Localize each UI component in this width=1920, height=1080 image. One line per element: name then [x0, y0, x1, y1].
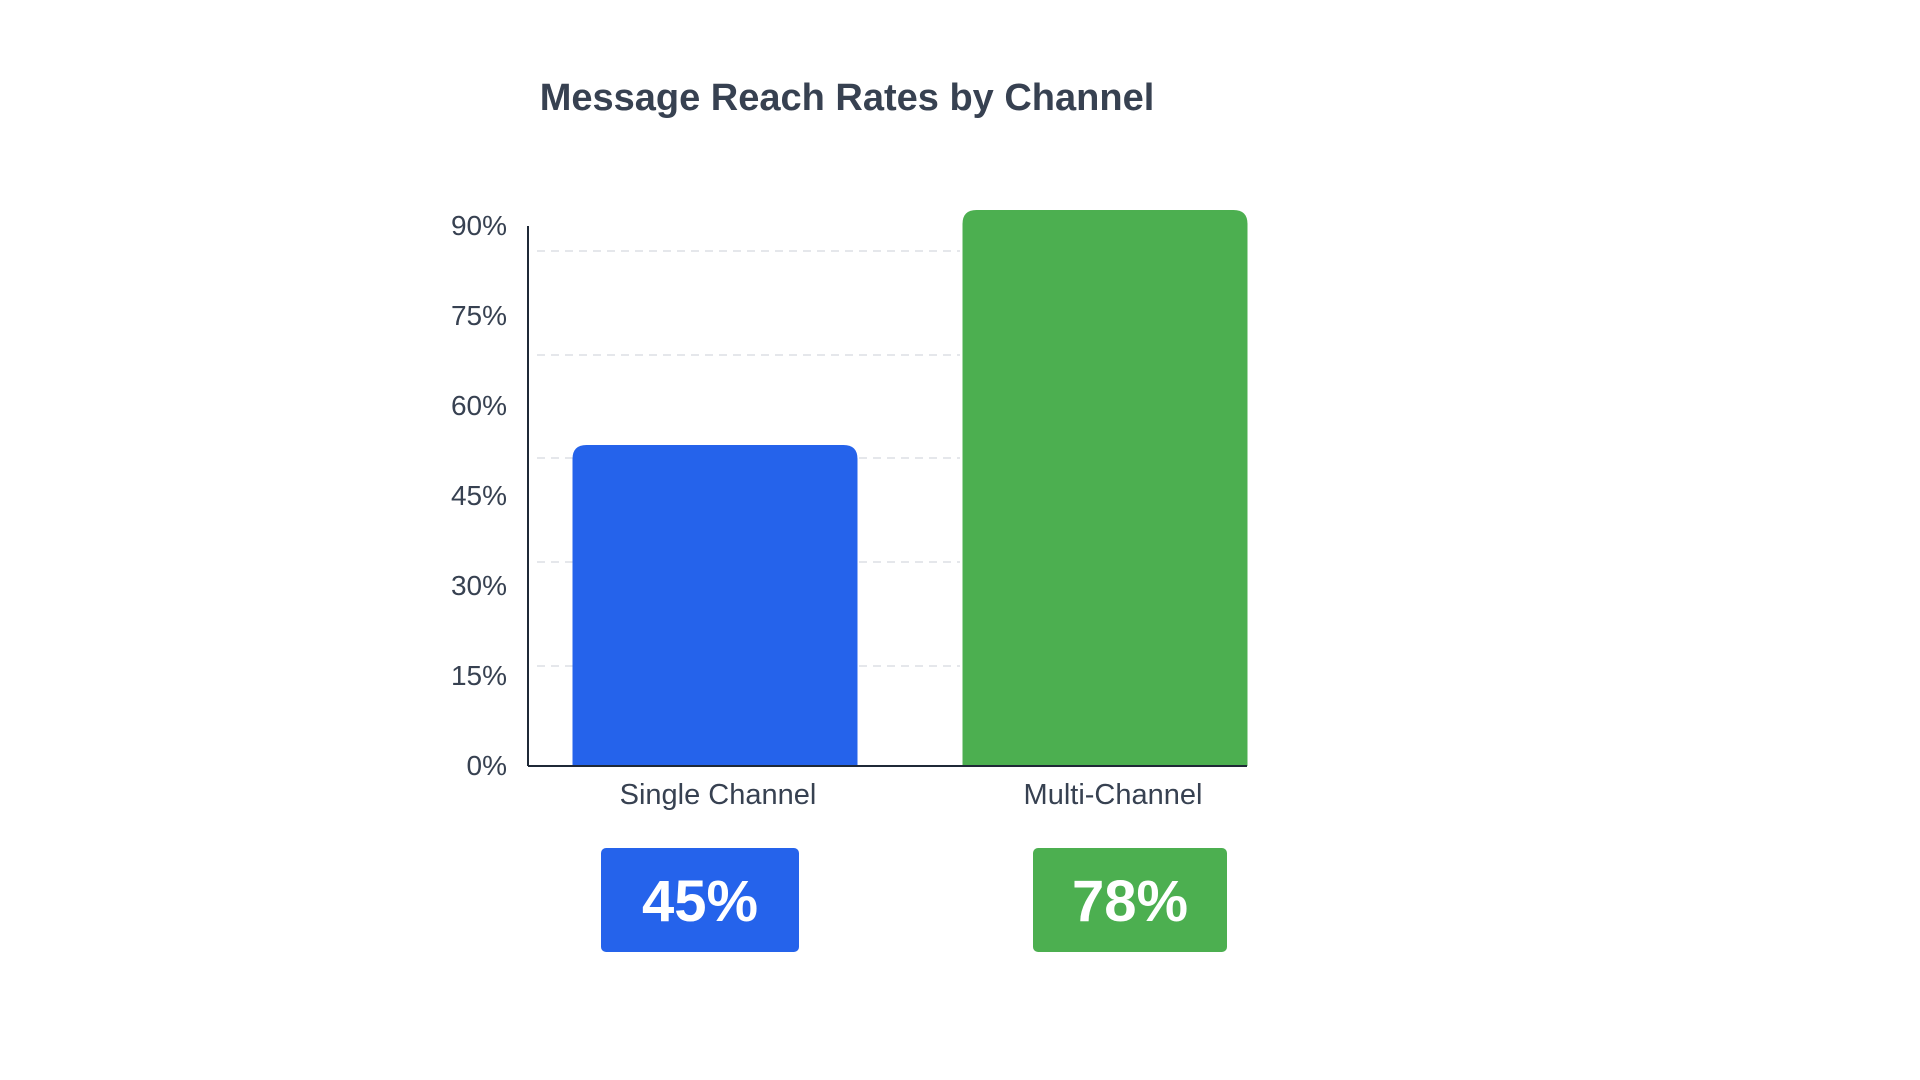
x-axis-labels: Single Channel Multi-Channel — [620, 779, 1203, 811]
y-tick-label: 75% — [451, 300, 507, 331]
bar-multi-channel — [962, 210, 1248, 766]
axes — [527, 226, 1247, 767]
badge-value-label: 45% — [642, 869, 758, 934]
y-tick-label: 45% — [451, 480, 507, 511]
y-tick-label: 30% — [451, 570, 507, 601]
y-tick-label: 0% — [467, 750, 507, 781]
y-tick-label: 60% — [451, 390, 507, 421]
y-tick-label: 90% — [451, 210, 507, 241]
bar-single-channel — [572, 445, 858, 766]
x-tick-label: Single Channel — [620, 779, 817, 811]
value-badges: 45% 78% — [601, 848, 1227, 952]
y-axis-ticks: 0% 15% 30% 45% 60% 75% 90% — [451, 210, 507, 781]
y-tick-label: 15% — [451, 660, 507, 691]
x-tick-label: Multi-Channel — [1024, 779, 1203, 811]
badge-multi-channel — [1033, 848, 1227, 952]
bars — [572, 210, 1248, 766]
badge-single-channel — [601, 848, 799, 952]
chart-title: Message Reach Rates by Channel — [540, 77, 1155, 119]
badge-value-label: 78% — [1072, 869, 1188, 934]
